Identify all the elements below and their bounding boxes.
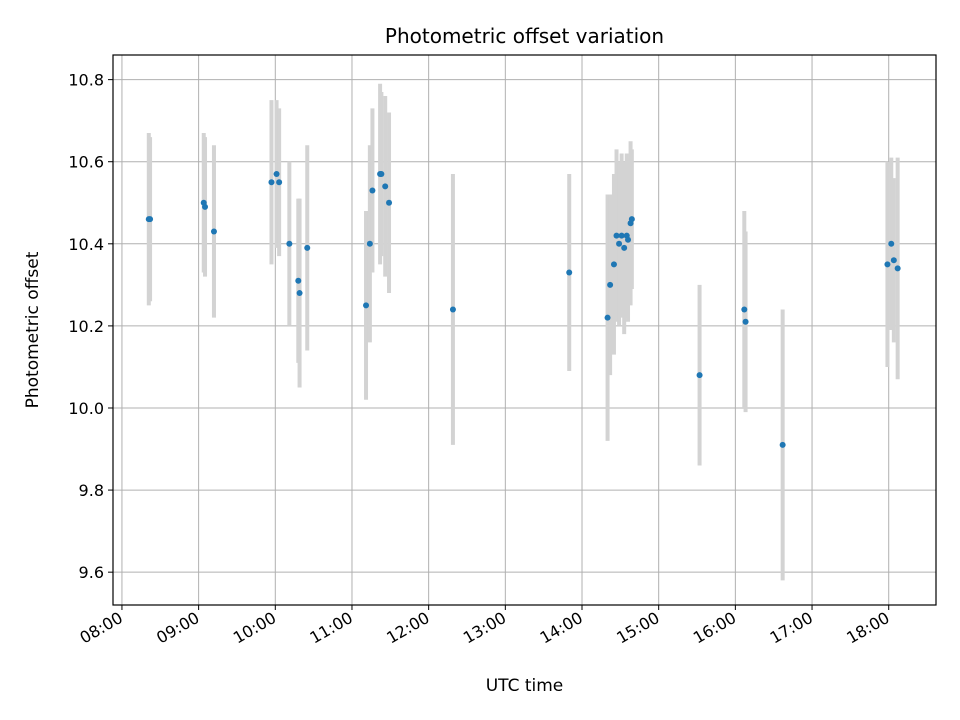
data-point xyxy=(742,318,749,325)
data-points xyxy=(145,171,901,448)
data-point xyxy=(890,257,897,264)
data-point xyxy=(386,199,393,206)
data-point xyxy=(382,183,389,190)
grid xyxy=(113,55,936,605)
y-axis-label: Photometric offset xyxy=(23,251,43,408)
data-point xyxy=(618,232,625,239)
x-axis-label: UTC time xyxy=(486,676,564,696)
data-point xyxy=(286,240,293,247)
data-point xyxy=(616,240,623,247)
data-point xyxy=(566,269,573,276)
data-point xyxy=(696,372,703,379)
data-point xyxy=(888,240,895,247)
data-point xyxy=(884,261,891,268)
data-point xyxy=(449,306,456,313)
data-point xyxy=(625,236,632,243)
data-point xyxy=(613,232,620,239)
y-tick-label: 9.6 xyxy=(79,563,104,582)
data-point xyxy=(779,441,786,448)
data-point xyxy=(363,302,370,309)
data-point xyxy=(304,244,311,251)
y-tick-label: 10.4 xyxy=(68,235,104,254)
plot-frame xyxy=(112,54,937,606)
y-tick-label: 10.0 xyxy=(68,399,104,418)
data-point xyxy=(610,261,617,268)
y-tick-label: 10.2 xyxy=(68,317,104,336)
data-point xyxy=(366,240,373,247)
data-point xyxy=(147,216,154,223)
data-point xyxy=(268,179,275,186)
data-point xyxy=(628,216,635,223)
data-point xyxy=(273,171,280,178)
chart-title: Photometric offset variation xyxy=(385,24,664,48)
y-axis: 9.6 9.8 10.0 10.2 10.4 10.6 10.8 xyxy=(68,71,113,582)
y-tick-label: 9.8 xyxy=(79,481,104,500)
data-point xyxy=(741,306,748,313)
data-point xyxy=(369,187,376,194)
data-point xyxy=(621,244,628,251)
data-point xyxy=(276,179,283,186)
data-point xyxy=(210,228,217,235)
y-tick-label: 10.6 xyxy=(68,153,104,172)
data-point xyxy=(202,203,209,210)
data-point xyxy=(607,281,614,288)
data-point xyxy=(296,290,303,297)
y-tick-label: 10.8 xyxy=(68,71,104,90)
data-point xyxy=(604,314,611,321)
data-point xyxy=(378,171,385,178)
data-point xyxy=(894,265,901,272)
data-point xyxy=(295,277,302,284)
